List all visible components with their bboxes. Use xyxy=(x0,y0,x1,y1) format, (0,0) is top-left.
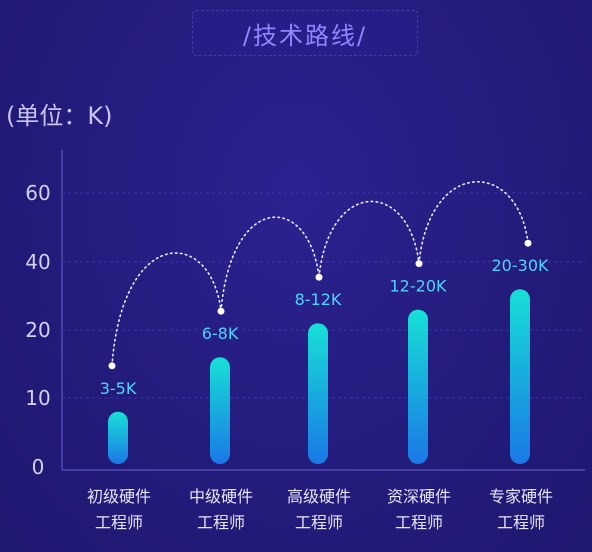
data-dot xyxy=(524,239,532,247)
category-label: 工程师 xyxy=(497,513,545,532)
bar xyxy=(108,411,128,464)
data-dot xyxy=(108,362,116,370)
y-tick-label: 0 xyxy=(32,455,45,479)
y-tick-label: 40 xyxy=(25,250,50,274)
bar xyxy=(210,357,230,464)
data-label: 8-12K xyxy=(295,290,342,309)
data-dot xyxy=(315,273,323,281)
data-label: 6-8K xyxy=(202,324,239,343)
category-label: 工程师 xyxy=(95,513,143,532)
category-label: 工程师 xyxy=(395,513,443,532)
category-label: 初级硬件 xyxy=(87,487,151,506)
data-label: 20-30K xyxy=(492,256,549,275)
data-label: 12-20K xyxy=(390,277,447,296)
category-label: 高级硬件 xyxy=(287,487,351,506)
y-tick-label: 60 xyxy=(25,181,50,205)
category-label: 工程师 xyxy=(295,513,343,532)
unit-label: (单位：K) xyxy=(6,102,113,130)
connector-arc xyxy=(318,200,420,278)
category-label: 资深硬件 xyxy=(387,487,451,506)
data-dot xyxy=(415,260,423,268)
title-box: /技术路线/ xyxy=(192,10,418,56)
arc-layer xyxy=(111,181,529,367)
y-tick-label: 10 xyxy=(25,386,50,410)
y-tick-label: 20 xyxy=(25,318,50,342)
bar xyxy=(408,309,428,464)
bar xyxy=(308,323,328,464)
data-label: 3-5K xyxy=(100,379,137,398)
chart-title: /技术路线/ xyxy=(242,21,368,50)
category-label: 专家硬件 xyxy=(489,487,553,506)
axis-layer: 0 10 20 40 60 xyxy=(25,150,585,479)
category-label: 工程师 xyxy=(197,513,245,532)
connector-arc xyxy=(220,216,320,312)
category-label: 中级硬件 xyxy=(189,487,253,506)
connector-arc xyxy=(418,181,529,265)
connector-arc xyxy=(111,252,222,367)
bar-layer xyxy=(108,289,530,464)
data-dot xyxy=(217,307,225,315)
bar xyxy=(510,289,530,464)
